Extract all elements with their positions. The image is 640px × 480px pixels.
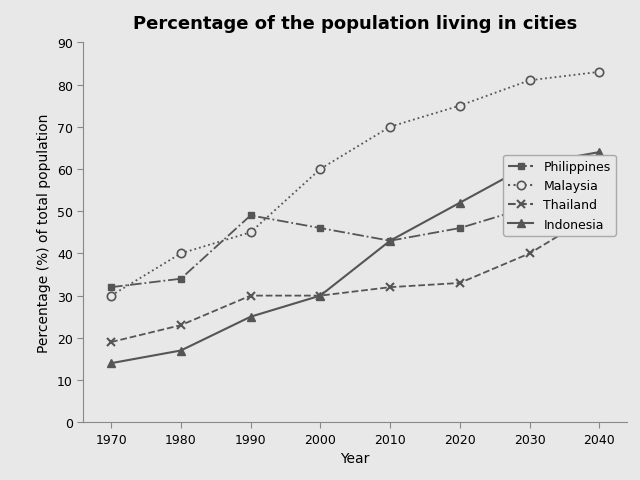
Title: Percentage of the population living in cities: Percentage of the population living in c…	[133, 15, 577, 33]
X-axis label: Year: Year	[340, 451, 370, 465]
Y-axis label: Percentage (%) of total population: Percentage (%) of total population	[37, 113, 51, 352]
Legend: Philippines, Malaysia, Thailand, Indonesia: Philippines, Malaysia, Thailand, Indones…	[503, 156, 616, 236]
